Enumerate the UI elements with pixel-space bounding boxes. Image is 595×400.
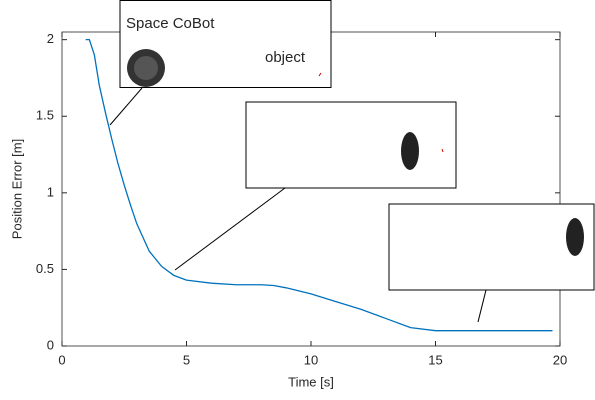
inset-box [246, 102, 456, 188]
robot-image [401, 132, 419, 170]
y-tick-label: 2 [47, 31, 54, 46]
x-tick-label: 5 [183, 352, 190, 367]
y-tick-label: 0 [47, 337, 54, 352]
chart: 0 5 10 15 20 0 0.5 1 1.5 2 Space CoBot object Tim… [0, 0, 595, 400]
robot-image-detail [134, 56, 158, 80]
x-tick-label: 10 [304, 352, 318, 367]
inset-label: Space CoBot [126, 15, 215, 32]
inset-box [389, 204, 594, 290]
x-axis-label: Time [s] [288, 374, 334, 389]
y-tick-label: 1 [47, 184, 54, 199]
y-axis-label: Position Error [m] [9, 139, 24, 239]
inset-label: object [265, 49, 306, 66]
x-tick-label: 15 [428, 352, 442, 367]
x-tick-label: 20 [553, 352, 567, 367]
x-tick-label: 0 [58, 352, 65, 367]
y-tick-label: 0.5 [36, 261, 54, 276]
robot-image [566, 218, 584, 256]
y-tick-label: 1.5 [36, 108, 54, 123]
